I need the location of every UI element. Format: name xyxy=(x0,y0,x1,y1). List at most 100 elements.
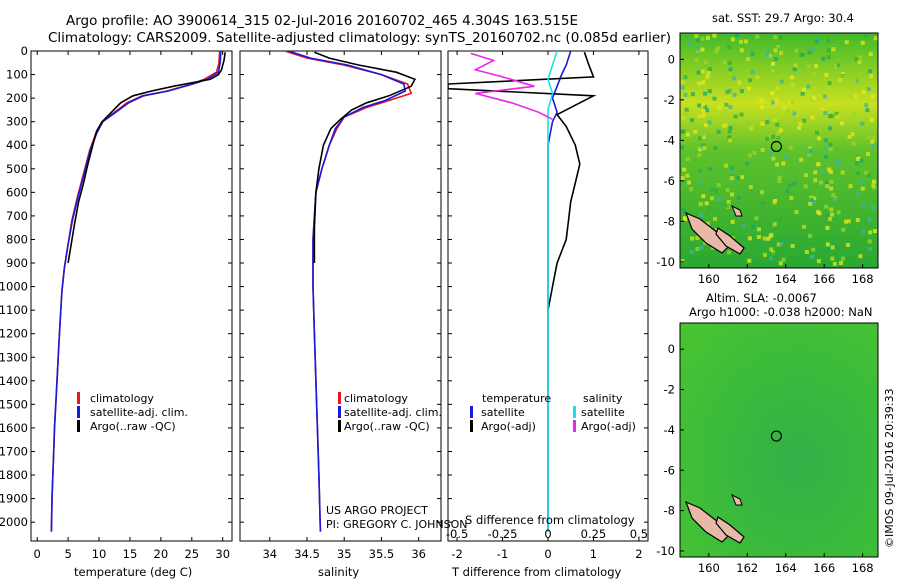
map-pixel xyxy=(779,51,783,56)
map-pixel xyxy=(839,121,844,126)
map-pixel xyxy=(830,245,835,250)
map-pixel xyxy=(855,192,860,197)
map-pixel xyxy=(866,87,871,92)
map-pixel xyxy=(683,75,688,80)
map-pixel xyxy=(730,219,735,224)
series-group xyxy=(448,51,597,532)
salinity-legend: climatology satellite-adj. clim. Argo(..… xyxy=(338,392,442,433)
sla-map-title-line2: Argo h1000: -0.038 h2000: NaN xyxy=(689,305,873,319)
map-pixel xyxy=(790,100,795,105)
map-pixel xyxy=(697,114,702,119)
map-pixel xyxy=(696,46,701,51)
map-pixel xyxy=(857,77,862,82)
map-pixel xyxy=(798,234,803,239)
map-pixel xyxy=(760,105,764,110)
map-pixel xyxy=(790,82,795,87)
map-pixel xyxy=(864,170,869,175)
map-pixel xyxy=(699,245,704,250)
map-pixel xyxy=(860,180,865,185)
lon-tick-label: 164 xyxy=(775,272,797,286)
map-frame xyxy=(679,322,879,558)
map-pixel xyxy=(735,33,740,37)
map-pixel xyxy=(681,116,686,121)
lat-tick-label: -6 xyxy=(664,174,675,188)
depth-tick-label: 1900 xyxy=(0,492,28,506)
map-pixel xyxy=(815,130,820,135)
map-pixel xyxy=(837,162,842,167)
map-pixel xyxy=(739,39,743,44)
map-pixel xyxy=(716,105,721,110)
map-pixel xyxy=(770,68,775,73)
map-pixel xyxy=(831,193,836,198)
lon-tick-label: 162 xyxy=(736,272,758,286)
map-pixel xyxy=(750,70,755,75)
map-pixel xyxy=(696,81,701,86)
map-pixel xyxy=(695,247,700,251)
map-pixel xyxy=(852,252,857,256)
map-pixel xyxy=(840,256,845,261)
map-pixel xyxy=(777,175,782,180)
map-pixel xyxy=(730,192,735,197)
map-pixel xyxy=(783,155,788,159)
map-pixel xyxy=(782,105,787,110)
map-pixel xyxy=(740,175,745,180)
map-pixel xyxy=(851,141,856,146)
map-pixel xyxy=(790,244,795,249)
map-pixel xyxy=(745,161,750,166)
map-pixel xyxy=(835,114,840,119)
x-tick-label: 1 xyxy=(590,547,597,561)
map-pixel xyxy=(765,136,770,141)
series-line-salinity-satellite xyxy=(547,51,558,532)
legend-label-s-satellite: satellite xyxy=(581,406,625,419)
map-pixel xyxy=(778,261,783,266)
s-diff-tick-label: 0 xyxy=(544,527,551,541)
map-pixel xyxy=(699,202,703,206)
map-pixel xyxy=(826,55,831,60)
difference-profile-panel: -2 -1 0 1 2 -0.5 -0.25 0 0.25 0.5 xyxy=(446,50,649,561)
map-pixel xyxy=(794,210,799,214)
island xyxy=(731,204,743,217)
map-pixel xyxy=(716,129,721,134)
map-pixel xyxy=(703,104,708,109)
map-pixel xyxy=(701,102,706,107)
map-pixel xyxy=(727,129,732,134)
map-pixel xyxy=(684,107,689,112)
map-pixel xyxy=(685,82,690,87)
map-pixel xyxy=(816,162,820,167)
depth-tick-label: 1600 xyxy=(0,421,28,435)
map-pixel xyxy=(728,105,733,109)
map-pixel xyxy=(733,114,738,119)
map-pixel xyxy=(693,129,698,134)
map-pixel xyxy=(811,96,816,101)
map-pixel xyxy=(765,50,770,55)
map-pixel xyxy=(840,170,845,175)
map-pixel xyxy=(681,207,686,212)
map-pixel xyxy=(858,55,863,60)
map-pixel xyxy=(823,138,828,143)
map-pixel xyxy=(835,159,840,164)
legend-swatch-s-satellite xyxy=(573,406,576,418)
map-pixel xyxy=(680,176,685,181)
map-pixel xyxy=(700,69,705,74)
map-pixel xyxy=(828,126,833,131)
lat-tick-label: -4 xyxy=(664,423,675,437)
map-pixel xyxy=(825,225,830,230)
map-pixel xyxy=(789,196,794,201)
map-pixel xyxy=(737,80,742,85)
map-pixel xyxy=(774,97,779,102)
map-pixel xyxy=(739,48,744,53)
map-pixel xyxy=(833,197,837,202)
map-pixel xyxy=(723,109,728,114)
map-pixel xyxy=(727,135,732,140)
map-pixel xyxy=(828,146,833,151)
map-pixel xyxy=(807,152,812,157)
map-pixel xyxy=(873,229,877,233)
map-pixel xyxy=(728,169,733,174)
map-pixel xyxy=(802,87,807,92)
map-pixel xyxy=(781,161,786,166)
map-pixel xyxy=(864,33,869,38)
island xyxy=(731,493,743,506)
legend-swatch-t-satellite xyxy=(470,406,473,418)
depth-tick-label: 1000 xyxy=(0,280,28,294)
depth-tick-label: 1400 xyxy=(0,374,28,388)
